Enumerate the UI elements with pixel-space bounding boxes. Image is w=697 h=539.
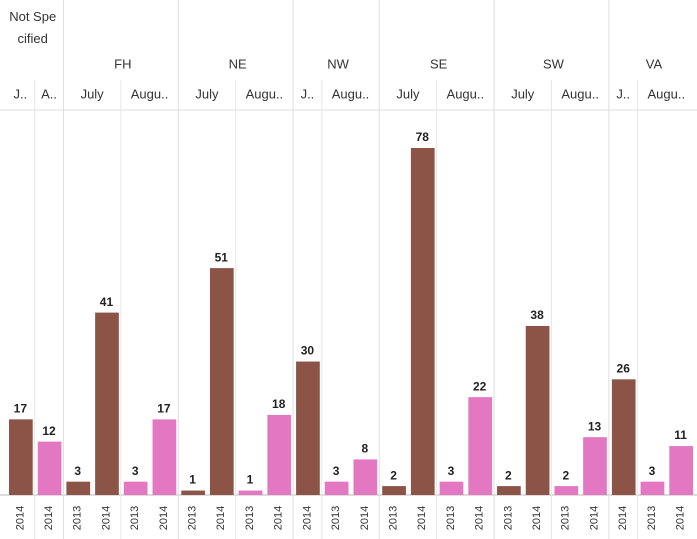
year-label: 2013 (646, 506, 658, 530)
group-label: NE (229, 56, 247, 71)
bar (554, 486, 579, 495)
month-label: July (81, 86, 105, 101)
data-label: 1 (247, 473, 254, 487)
month-label: Augu.. (131, 86, 169, 101)
bar (181, 490, 205, 495)
year-label: 2014 (474, 506, 486, 530)
data-label: 2 (505, 468, 512, 482)
month-label: J.. (301, 86, 315, 101)
data-label: 22 (473, 379, 487, 393)
year-label: 2014 (359, 506, 371, 530)
bar (468, 397, 493, 495)
year-label: 2013 (330, 506, 342, 530)
bar (123, 481, 148, 495)
month-label: J.. (13, 86, 27, 101)
year-label: 2014 (158, 506, 170, 530)
month-label: J.. (616, 86, 630, 101)
month-label: Augu.. (246, 86, 284, 101)
year-label: 2013 (560, 506, 572, 530)
bar (410, 148, 435, 495)
year-label: 2014 (531, 506, 543, 530)
data-label: 12 (42, 424, 56, 438)
year-label: 2013 (129, 506, 141, 530)
bar (640, 481, 665, 495)
bar (669, 446, 693, 495)
data-label: 30 (301, 344, 315, 358)
data-label: 41 (100, 295, 114, 309)
bar (95, 312, 119, 495)
data-label: 17 (157, 402, 171, 416)
year-label: 2014 (588, 506, 600, 530)
month-label: Augu.. (447, 86, 485, 101)
bar (324, 481, 349, 495)
year-label: 2014 (675, 506, 687, 530)
year-label: 2013 (445, 506, 457, 530)
data-label: 3 (333, 464, 340, 478)
bar (611, 379, 636, 495)
month-label: July (396, 86, 420, 101)
year-label: 2014 (273, 506, 285, 530)
year-label: 2014 (100, 506, 112, 530)
year-label: 2013 (244, 506, 256, 530)
bar (9, 419, 33, 495)
bar (525, 325, 550, 495)
data-label: 2 (390, 468, 397, 482)
year-label: 2013 (502, 506, 514, 530)
month-label: Augu.. (647, 86, 685, 101)
month-label: Augu.. (561, 86, 599, 101)
data-label: 3 (649, 464, 656, 478)
year-label: 2014 (43, 506, 55, 530)
bar (267, 414, 292, 495)
group-label: VA (646, 56, 663, 71)
year-label: 2013 (72, 506, 84, 530)
year-label: 2014 (416, 506, 428, 530)
bar (353, 459, 378, 495)
bar (152, 419, 177, 495)
data-label: 3 (448, 464, 455, 478)
group-label: NW (327, 56, 349, 71)
data-label: 18 (272, 397, 286, 411)
bar (382, 486, 406, 495)
group-label: FH (114, 56, 131, 71)
data-label: 8 (362, 442, 369, 456)
data-label: 78 (416, 130, 430, 144)
bar (66, 481, 91, 495)
group-label-box: Not Specified (9, 9, 57, 46)
data-label: 17 (14, 402, 28, 416)
data-label: 3 (74, 464, 81, 478)
group-label: SE (430, 56, 448, 71)
month-label: July (195, 86, 219, 101)
data-label: 2 (562, 468, 569, 482)
year-label: 2014 (617, 506, 629, 530)
month-label: A.. (41, 86, 57, 101)
bar (497, 486, 521, 495)
bar (439, 481, 464, 495)
data-label: 13 (588, 419, 602, 433)
data-label: 1 (189, 473, 196, 487)
group-label: SW (543, 56, 565, 71)
bar (37, 441, 62, 495)
bar (583, 437, 607, 495)
year-label: 2014 (14, 506, 26, 530)
bar (296, 361, 320, 495)
month-label: Augu.. (332, 86, 370, 101)
year-label: 2014 (215, 506, 227, 530)
data-label: 38 (530, 308, 544, 322)
data-label: 26 (617, 362, 631, 376)
data-label: 3 (132, 464, 139, 478)
bar (238, 490, 263, 495)
group-label: Not Specified (9, 9, 57, 46)
bar (209, 268, 234, 495)
data-label: 11 (674, 428, 687, 442)
year-label: 2013 (187, 506, 199, 530)
year-label: 2013 (387, 506, 399, 530)
year-label: 2014 (301, 506, 313, 530)
data-label: 51 (215, 250, 229, 264)
month-label: July (511, 86, 535, 101)
